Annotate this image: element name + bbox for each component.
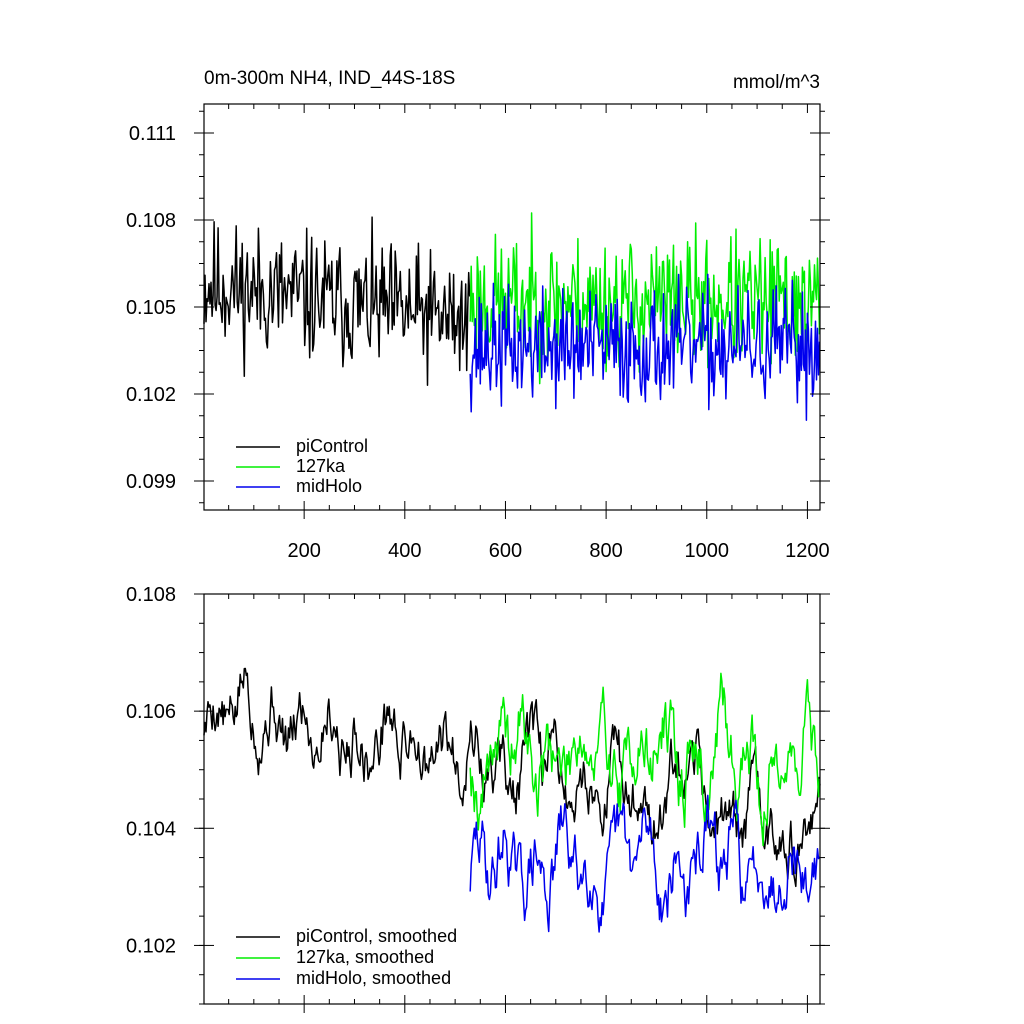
- legend-label: midHolo: [296, 476, 362, 496]
- x-tick-label: 200: [287, 540, 320, 562]
- series-line-1: [469, 672, 821, 847]
- legend-label: 127ka: [296, 456, 346, 476]
- bottom-series-group: [203, 667, 821, 933]
- units-label: mmol/m^3: [733, 72, 820, 93]
- y-tick-label: 0.102: [126, 935, 176, 957]
- bottom-panel: 0.102 0.104 0.106 0.108 piControl, smoothed…: [126, 584, 830, 1013]
- bottom-axis-ticks: 0.102 0.104 0.106 0.108: [126, 584, 830, 1013]
- y-tick-label: 0.106: [126, 701, 176, 723]
- y-tick-label: 0.104: [126, 818, 176, 840]
- top-series-group: [203, 212, 821, 422]
- series-line-0: [203, 216, 471, 387]
- x-tick-label: 400: [388, 540, 421, 562]
- series-line-2: [469, 273, 821, 422]
- x-tick-label: 1200: [785, 540, 830, 562]
- top-axis-ticks: 200 400 600 800 1000 1200 0.099 0.102 0.105 0.108…: [126, 104, 830, 562]
- x-tick-label: 800: [589, 540, 622, 562]
- series-line-1: [469, 212, 821, 385]
- legend-label: midHolo, smoothed: [296, 968, 451, 988]
- y-tick-label: 0.099: [126, 471, 176, 493]
- series-line-2: [469, 794, 821, 933]
- legend-label: piControl, smoothed: [296, 926, 457, 946]
- y-tick-label: 0.108: [126, 584, 176, 606]
- chart-title: 0m-300m NH4, IND_44S-18S: [204, 68, 455, 89]
- top-panel: 0m-300m NH4, IND_44S-18S mmol/m^3 200 400…: [126, 68, 830, 562]
- legend-label: piControl: [296, 436, 368, 456]
- y-tick-label: 0.108: [126, 210, 176, 232]
- y-tick-label: 0.105: [126, 297, 176, 319]
- y-tick-label: 0.102: [126, 384, 176, 406]
- legend-label: 127ka, smoothed: [296, 947, 434, 967]
- y-tick-label: 0.111: [129, 123, 176, 145]
- x-tick-label: 1000: [685, 540, 730, 562]
- series-line-0: [203, 667, 821, 888]
- x-tick-label: 600: [489, 540, 522, 562]
